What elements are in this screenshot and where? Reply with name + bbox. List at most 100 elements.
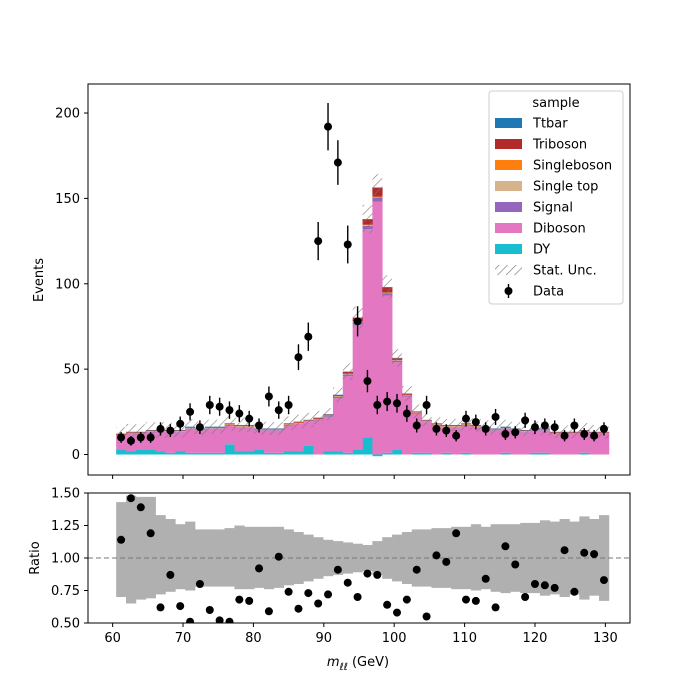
ratio-point [432, 551, 441, 560]
data-point [363, 377, 372, 386]
ratio-band-bin [352, 543, 363, 573]
stat-unc-bin [362, 204, 373, 234]
bar-diboson [470, 427, 482, 455]
ratio-point [235, 595, 244, 604]
bar-diboson [323, 416, 334, 452]
ratio-point [560, 546, 569, 555]
legend-frame [488, 90, 624, 305]
stat-unc-bin [392, 349, 402, 367]
bar-diboson [431, 425, 442, 455]
bar-diboson [411, 413, 422, 453]
legend-label: Single top [533, 180, 598, 195]
y-tick-label: 0.75 [51, 584, 80, 599]
ratio-band-bin [263, 526, 275, 590]
bar-diboson [244, 427, 255, 452]
data-point [373, 400, 382, 409]
stat-unc-bin [204, 419, 215, 434]
bar-diboson [510, 430, 521, 455]
bar-dy [273, 452, 285, 455]
y-tick-label: 1.50 [51, 487, 80, 502]
data-point [383, 397, 392, 406]
ratio-point [343, 578, 352, 587]
stat-unc-bin [214, 419, 225, 434]
ratio-point [136, 503, 145, 512]
ratio-point [126, 494, 135, 503]
ratio-band-bin [175, 524, 186, 590]
ratio-point [402, 595, 411, 604]
x-tick-label: 60 [104, 631, 121, 646]
bar-dy [155, 451, 166, 455]
legend-label: Ttbar [532, 117, 568, 132]
ratio-point [570, 587, 579, 596]
bar-dy [352, 449, 363, 455]
data-point [146, 433, 155, 442]
data-point [452, 431, 461, 440]
bar-dy [293, 451, 304, 455]
data-point [225, 406, 234, 415]
ratio-band-bin [313, 537, 324, 579]
stat-unc-bin [520, 423, 531, 437]
bar-diboson [303, 422, 314, 446]
bar-diboson [382, 295, 393, 453]
legend-swatch [495, 118, 522, 128]
bar-diboson [175, 432, 186, 452]
main-x-ticks [112, 475, 606, 479]
bar-dy [461, 452, 472, 455]
ratio-point [255, 564, 264, 573]
data-points [117, 103, 608, 446]
x-tick-label: 120 [523, 631, 548, 646]
data-point [501, 430, 510, 439]
ratio-point [530, 580, 539, 588]
ratio-point [422, 612, 431, 621]
bar-diboson [500, 428, 511, 453]
ratio-band-bin [490, 524, 501, 592]
data-point [333, 158, 342, 167]
data-point [274, 406, 283, 415]
ratio-point [146, 529, 155, 538]
y-tick-label: 100 [55, 277, 80, 292]
ratio-band-bin [480, 526, 491, 590]
data-point [195, 423, 204, 432]
legend-label: Triboson [532, 138, 587, 153]
bar-diboson [234, 427, 245, 452]
y-tick-label: 150 [55, 192, 80, 207]
ratio-point [176, 602, 185, 611]
bar-dy [579, 452, 590, 455]
data-point [294, 353, 303, 362]
data-point [186, 407, 195, 416]
bar-dy [116, 449, 127, 455]
ratio-band-bin [520, 522, 531, 594]
data-point [136, 433, 145, 442]
data-point [245, 414, 254, 423]
ratio-point [599, 576, 608, 585]
data-point [343, 240, 352, 249]
bar-diboson [401, 396, 413, 455]
data-point [166, 426, 175, 435]
ratio-point [442, 557, 451, 566]
bar-dy [392, 449, 403, 455]
ratio-point [274, 552, 283, 561]
data-point [284, 400, 293, 409]
ratio-point [491, 603, 500, 612]
ratio-band-bin [569, 521, 580, 595]
ratio-point [284, 587, 293, 596]
bar-dy [224, 444, 235, 455]
x-tick-label: 130 [593, 631, 618, 646]
stat-unc-bin [332, 387, 343, 402]
bar-dy [362, 437, 373, 455]
ratio-point [471, 596, 480, 605]
bar-diboson [362, 229, 373, 438]
stat-unc-bin [411, 404, 422, 419]
data-point [461, 414, 470, 423]
data-point [412, 421, 421, 430]
stat-unc-bin [126, 423, 136, 440]
y-tick-label: 0 [72, 448, 80, 463]
legend: sample Ttbar Triboson Singleboson Single to… [488, 90, 624, 305]
stat-unc-bin [303, 412, 314, 427]
bar-diboson [520, 432, 531, 455]
data-point [491, 412, 500, 421]
legend-label: Data [533, 285, 564, 300]
bar-diboson [372, 201, 383, 455]
bar-diboson [441, 427, 452, 453]
stat-unc-bin [372, 174, 383, 201]
